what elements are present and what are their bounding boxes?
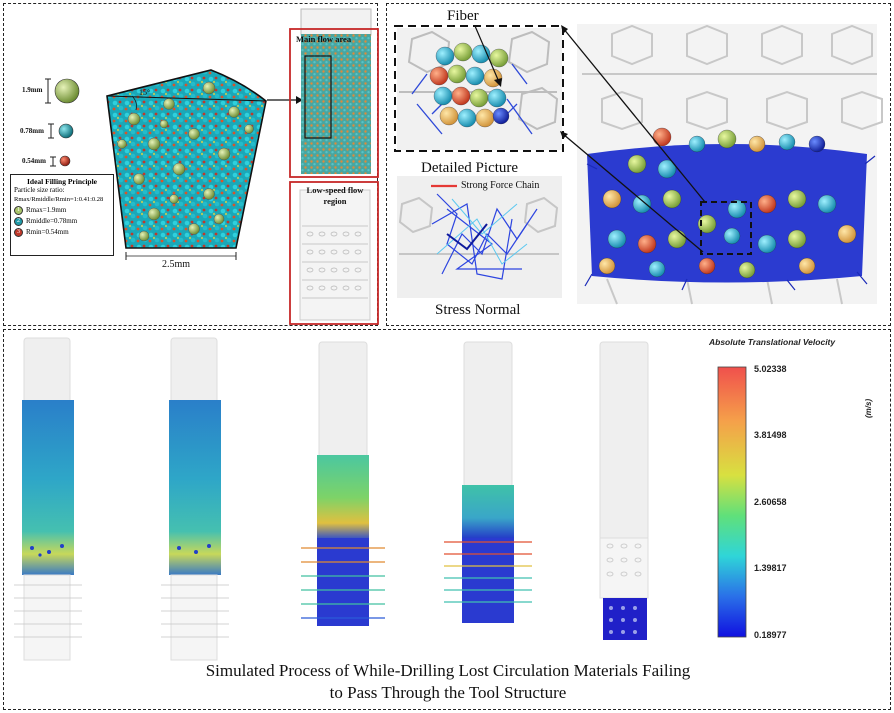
legend-ratio-label: Particle size ratio: bbox=[14, 186, 65, 194]
zoom-line-top bbox=[562, 27, 706, 203]
fiber-label: Fiber bbox=[447, 8, 479, 24]
size-label-large: 1.9mm bbox=[22, 86, 43, 94]
detailed-picture-label: Detailed Picture bbox=[421, 160, 519, 176]
colorbar-tick: 5.02338 bbox=[754, 364, 787, 374]
middle-particle-icon bbox=[58, 123, 74, 139]
colorbar-ticks: 5.02338 3.81498 2.60658 1.39817 0.18977 bbox=[754, 364, 814, 644]
legend-dot: 1 bbox=[14, 206, 23, 215]
panel-simulation: Absolute Translational Velocity (m/s) 5.… bbox=[3, 329, 891, 710]
colorbar-tick: 3.81498 bbox=[754, 430, 787, 440]
legend-item-text: Rmax=1.9mm bbox=[26, 206, 67, 214]
legend-item-text: Rmin=0.54mm bbox=[26, 228, 69, 236]
strong-force-label: Strong Force Chain bbox=[461, 180, 540, 191]
fiber-arrow bbox=[474, 25, 500, 83]
simulation-svg bbox=[14, 337, 747, 661]
caption-line-2: to Pass Through the Tool Structure bbox=[329, 683, 567, 702]
zoom-selection-box bbox=[304, 55, 332, 139]
colorbar-gradient bbox=[717, 366, 747, 638]
legend-dot: 3 bbox=[14, 228, 23, 237]
colorbar-tick: 2.60658 bbox=[754, 497, 787, 507]
colorbar-unit: (m/s) bbox=[864, 398, 873, 418]
snapshot-3 bbox=[301, 341, 385, 626]
caption-line-1: Simulated Process of While-Drilling Lost… bbox=[205, 661, 691, 680]
width-label: 2.5mm bbox=[162, 259, 191, 270]
legend-item: 3 Rmin=0.54mm bbox=[14, 228, 110, 237]
detailed-frame bbox=[394, 25, 564, 152]
main-flow-frame bbox=[289, 28, 379, 178]
legend-title: Ideal Filling Principle bbox=[26, 177, 97, 186]
size-label-small: 0.54mm bbox=[22, 157, 46, 165]
colorbar-tick: 0.18977 bbox=[754, 630, 787, 640]
tool-column bbox=[289, 8, 379, 325]
filling-legend: Ideal Filling Principle Particle size ra… bbox=[10, 174, 114, 256]
legend-item: 1 Rmax=1.9mm bbox=[14, 206, 110, 215]
filling-diagram-svg bbox=[45, 8, 379, 325]
low-speed-frame bbox=[289, 181, 379, 325]
force-chain-svg bbox=[394, 24, 883, 305]
legend-item-text: Rmiddle=0.78mm bbox=[26, 217, 78, 225]
stress-inset bbox=[397, 176, 562, 298]
snapshot-2 bbox=[161, 337, 229, 661]
panel-force-chain: Fiber Detailed Picture Strong Force Chai… bbox=[386, 3, 891, 326]
packing-trapezoid bbox=[106, 69, 267, 249]
legend-ratio-value: Rmax/Rmiddle/Rmin=1:0.41:0.28 bbox=[14, 196, 104, 203]
snapshot-5 bbox=[599, 341, 649, 640]
stress-normal-label: Stress Normal bbox=[435, 302, 521, 318]
snapshot-4 bbox=[444, 341, 532, 623]
small-particle-icon bbox=[59, 155, 71, 167]
detailed-inset bbox=[394, 25, 564, 152]
tool-render bbox=[577, 24, 883, 305]
legend-item: 2 Rmiddle=0.78mm bbox=[14, 217, 110, 226]
snapshot-1 bbox=[14, 337, 82, 661]
low-speed-label: Low-speed flow region bbox=[306, 185, 364, 206]
colorbar-tick: 1.39817 bbox=[754, 563, 787, 573]
angle-label: 15° bbox=[139, 88, 151, 97]
simulation-caption: Simulated Process of While-Drilling Lost… bbox=[4, 660, 892, 704]
colorbar-title: Absolute Translational Velocity bbox=[709, 337, 836, 347]
main-flow-label: Main flow area bbox=[296, 34, 352, 44]
large-particle-icon bbox=[54, 78, 80, 104]
panel-filling-principle: 1.9mm 0.78mm 0.54mm 15° 2.5mm Ideal Fill… bbox=[3, 3, 379, 326]
legend-dot: 2 bbox=[14, 217, 23, 226]
selection-box-small bbox=[700, 201, 752, 255]
size-label-middle: 0.78mm bbox=[20, 127, 44, 135]
particle-size-icons bbox=[45, 78, 80, 167]
zoom-line-bottom bbox=[562, 133, 704, 253]
